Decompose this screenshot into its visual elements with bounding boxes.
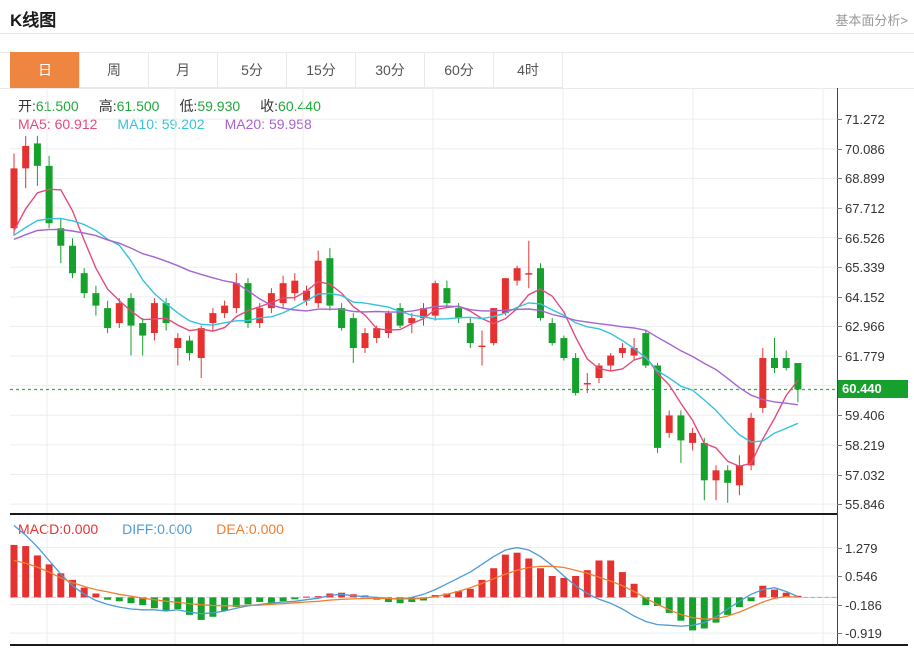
fundamental-analysis-link[interactable]: 基本面分析> [835,13,908,28]
macd-label: MACD: [18,521,64,537]
main-grid [10,88,837,515]
dea-value: 0.000 [248,521,284,537]
ma5-value: 60.912 [54,116,98,132]
macd-value: 0.000 [63,521,99,537]
axis-tick-mark [837,632,842,634]
ma20-value: 59.958 [268,116,312,132]
ma10-value: 59.202 [161,116,205,132]
candles [10,135,802,503]
tab-4时[interactable]: 4时 [493,52,563,88]
price-axis-tick-label: 66.526 [837,230,885,246]
high-label: 高: [98,98,117,114]
dea-label: DEA: [216,521,249,537]
axis-tick-mark [837,207,842,209]
tab-15分[interactable]: 15分 [286,52,356,88]
low-value: 59.930 [197,98,241,114]
axis-tick-mark [837,503,842,505]
close-value: 60.440 [278,98,321,114]
tab-日[interactable]: 日 [10,52,80,88]
price-axis-tick-label: 65.339 [837,259,885,275]
diff-label: DIFF: [122,521,158,537]
price-axis-tick-label: 55.846 [837,496,885,512]
price-axis-tick-label: 71.272 [837,111,885,127]
price-axis-tick-label: 59.406 [837,407,885,423]
main-macd-separator [10,513,837,515]
chart-bottom-border [10,644,908,646]
axis-tick-mark [837,325,842,327]
high-value: 61.500 [116,98,160,114]
open-label: 开: [18,98,36,114]
price-axis-tick-label: 67.712 [837,200,885,216]
ma20-line [13,228,798,406]
axis-tick-mark [837,575,842,577]
ohlc-legend: 开:61.500 高:61.500 低:59.930 收:60.440 [18,96,341,116]
price-axis-tick-label: 61.779 [837,348,885,364]
macd-axis-tick-label: 0.546 [837,568,878,584]
tab-月[interactable]: 月 [148,52,218,88]
ma10-line [13,217,799,443]
macd-axis-tick-label: 1.279 [837,540,878,556]
price-axis-tick-label: 58.219 [837,437,885,453]
price-axis-tick-label: 64.152 [837,289,885,305]
ma5-line [13,188,799,468]
price-axis-tick-label: 70.086 [837,141,885,157]
macd-histogram [10,544,802,631]
tab-60分[interactable]: 60分 [424,52,494,88]
tab-周[interactable]: 周 [79,52,149,88]
page-title: K线图 [10,11,57,30]
ma10-label: MA10: [117,116,162,132]
macd-chart-canvas[interactable] [10,515,837,644]
close-label: 收: [260,98,279,114]
axis-tick-mark [837,237,842,239]
axis-tick-mark [837,547,842,549]
axis-tick-mark [837,355,842,357]
axis-tick-mark [837,177,842,179]
tab-5分[interactable]: 5分 [217,52,287,88]
ma20-label: MA20: [224,116,269,132]
tab-30分[interactable]: 30分 [355,52,425,88]
axis-tick-mark [837,414,842,416]
price-axis-tick-label: 62.966 [837,318,885,334]
axis-tick-mark [837,604,842,606]
ma5-label: MA5: [18,116,55,132]
axis-tick-mark [837,118,842,120]
price-axis-tick-label: 68.899 [837,170,885,186]
macd-axis-tick-label: -0.186 [837,597,882,613]
current-price-tag: 60.440 [838,380,908,398]
axis-tick-mark [837,148,842,150]
tab-row-bottom-border [0,88,914,89]
interval-tabs: 日周月 5分 15分 30分 60分 4时 [10,52,563,88]
price-axis-line [837,88,838,646]
ma-legend: MA5: 60.912 MA10: 59.202 MA20: 59.958 [18,116,312,132]
axis-tick-mark [837,296,842,298]
price-axis-tick-label: 57.032 [837,467,885,483]
macd-grid [10,515,837,644]
header-divider [0,33,914,34]
macd-axis-tick-label: -0.919 [837,625,882,641]
low-label: 低: [179,98,198,114]
axis-tick-mark [837,266,842,268]
axis-tick-mark [837,474,842,476]
axis-tick-mark [837,444,842,446]
macd-legend: MACD:0.000 DIFF:0.000 DEA:0.000 [18,521,284,537]
main-chart-canvas[interactable] [10,88,837,515]
dea-line [13,559,798,620]
